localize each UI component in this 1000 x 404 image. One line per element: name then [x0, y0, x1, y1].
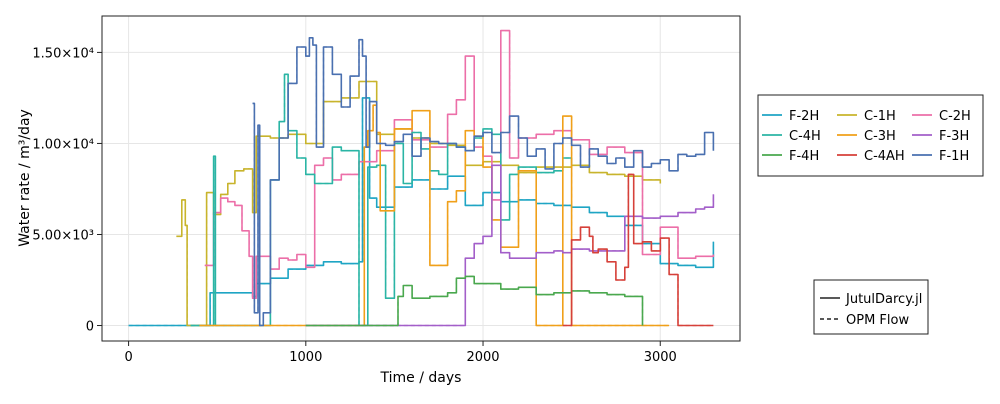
plot-frame — [101, 15, 741, 342]
series-f-3h-opm-line — [305, 164, 714, 327]
y-tick-label: 0 — [86, 320, 94, 335]
style-legend: JutulDarcy.jl OPM Flow — [813, 279, 929, 335]
x-tick-label: 3000 — [644, 350, 677, 365]
y-tick-label: 1.50×10⁴ — [32, 46, 94, 61]
series-c-2h-opm-line — [204, 30, 714, 299]
legend-label: C-1H — [864, 109, 896, 124]
y-tick-label: 5.00×10³ — [32, 228, 94, 243]
legend-label: F-1H — [939, 149, 969, 164]
tick-layer: 0 1000 2000 3000 0 5.00×10³ 1.00×10⁴ 1.50×10⁴ — [32, 46, 676, 365]
legend-label: C-4H — [789, 129, 821, 144]
style-legend-box — [813, 279, 929, 335]
legend-label: C-2H — [939, 109, 971, 124]
x-tick-label: 0 — [124, 350, 132, 365]
y-tick-label: 1.00×10⁴ — [32, 137, 94, 152]
series-c-4h-opm-line — [190, 73, 573, 327]
series-c-1h-jutul-line — [176, 80, 662, 327]
legend-label: C-4AH — [864, 149, 905, 164]
series-layer — [128, 29, 715, 327]
grid-layer — [102, 16, 740, 341]
series-f-4h-jutul-line — [305, 275, 644, 327]
legend-label: C-3H — [864, 129, 896, 144]
legend-label: F-3H — [939, 129, 969, 144]
series-c-4ah-jutul-line — [562, 173, 714, 327]
x-tick-label: 1000 — [289, 350, 322, 365]
series-c-4h-jutul-line — [190, 73, 573, 327]
legend-label: F-4H — [789, 149, 819, 164]
y-axis-title: Water rate / m³/day — [17, 109, 33, 247]
series-c-4ah-opm-line — [562, 173, 714, 327]
series-legend: F-2H C-1H C-2H C-4H C-3H F-3H F-4H C-4AH F-1H — [757, 94, 984, 177]
x-tick-label: 2000 — [466, 350, 499, 365]
series-f-1h-jutul-line — [252, 37, 715, 327]
style-legend-label: OPM Flow — [846, 313, 909, 328]
legend-label: F-2H — [789, 109, 819, 124]
style-legend-label: JutulDarcy.jl — [845, 292, 922, 307]
series-c-1h-opm-line — [176, 80, 661, 327]
series-legend-box — [757, 94, 984, 177]
x-axis-title: Time / days — [380, 370, 462, 386]
